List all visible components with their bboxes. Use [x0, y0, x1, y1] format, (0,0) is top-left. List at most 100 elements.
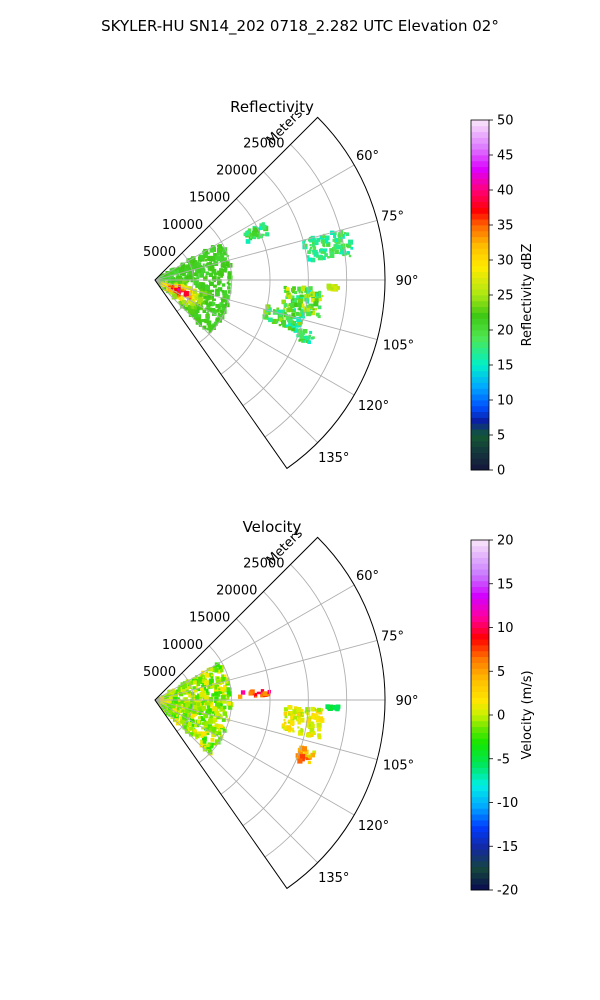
echo-cell — [176, 709, 181, 714]
echo-cell — [227, 286, 231, 290]
echo-cell — [194, 272, 199, 277]
colorbar-segment — [471, 732, 489, 739]
echo-cell — [290, 287, 295, 292]
echo-cell — [299, 717, 305, 723]
echo-cell — [217, 731, 222, 736]
echo-cell — [291, 312, 296, 317]
colorbar-segment — [471, 155, 489, 162]
echo-cell — [178, 294, 184, 300]
echo-cell — [207, 705, 210, 709]
echo-cell — [223, 684, 227, 689]
colorbar-tick-label: 0 — [497, 709, 505, 724]
echo-cell — [202, 736, 207, 742]
echo-cell — [169, 690, 173, 694]
echo-cell — [314, 293, 318, 297]
echo-cell — [209, 266, 215, 272]
echo-cell — [208, 292, 211, 295]
echo-cell — [318, 290, 322, 294]
echo-cell — [209, 309, 212, 312]
echo-cell — [247, 234, 250, 237]
echo-cell — [208, 697, 214, 702]
echo-cell — [209, 248, 215, 253]
colorbar-segment — [471, 586, 489, 593]
echo-cell — [341, 249, 347, 255]
colorbar-segment — [471, 149, 489, 156]
echo-cell — [300, 709, 304, 712]
echo-cell — [211, 720, 216, 724]
azimuth-gridline — [154, 164, 355, 281]
range-ring — [242, 591, 309, 826]
echo-cell — [348, 239, 354, 245]
echo-cell — [215, 712, 221, 718]
echo-cell — [312, 308, 315, 311]
echo-cell — [291, 308, 296, 313]
colorbar-segment — [471, 353, 489, 360]
echo-cell — [328, 705, 334, 711]
colorbar-segment — [471, 254, 489, 261]
echo-cell — [206, 745, 212, 751]
colorbar-segment — [471, 580, 489, 588]
colorbar-segment — [471, 866, 489, 873]
echo-cell — [281, 309, 286, 314]
echo-band — [238, 689, 272, 699]
echo-cell — [203, 745, 207, 749]
echo-cell — [309, 238, 313, 243]
echo-cell — [193, 705, 198, 710]
azimuth-tick-label: 75° — [381, 629, 404, 644]
echo-cell — [199, 303, 203, 307]
colorbar-segment — [471, 225, 489, 232]
echo-cell — [295, 757, 299, 761]
echo-cell — [187, 300, 192, 304]
echo-cell — [182, 687, 186, 691]
echo-cell — [298, 730, 303, 736]
echo-cell — [311, 721, 315, 725]
echo-cell — [262, 691, 268, 696]
echo-cell — [300, 729, 304, 733]
panel-reflectivity: Reflectivity 500010000150002000025000Met… — [143, 98, 535, 479]
echo-cell — [197, 706, 202, 711]
echo-cell — [240, 690, 246, 695]
echo-cell — [287, 705, 292, 710]
echo-cell — [265, 314, 269, 318]
colorbar-label: Velocity (m/s) — [520, 670, 535, 759]
echo-cell — [339, 238, 344, 243]
echo-cell — [298, 291, 301, 294]
echo-cell — [283, 721, 287, 725]
echo-cell — [308, 715, 311, 718]
echo-cell — [221, 674, 224, 678]
colorbar-segment — [471, 411, 489, 418]
azimuth-gridline — [154, 699, 318, 863]
echo-cell — [308, 286, 313, 291]
echo-cell — [317, 305, 322, 310]
echo-cell — [211, 732, 217, 738]
echo-cell — [226, 261, 230, 265]
echo-cell — [324, 235, 330, 241]
echo-cell — [165, 695, 170, 700]
echo-cell — [168, 279, 172, 283]
echo-cell — [194, 293, 199, 299]
echo-cell — [221, 717, 226, 722]
echo-cell — [219, 258, 225, 263]
echo-cell — [213, 246, 216, 250]
echo-cell — [214, 691, 219, 696]
echo-cell — [187, 286, 192, 290]
echo-cell — [321, 294, 324, 298]
sector-frame — [154, 536, 386, 890]
echo-cell — [227, 275, 233, 281]
echo-cell — [208, 667, 214, 672]
echo-cell — [212, 717, 218, 723]
echo-cell — [192, 694, 196, 698]
echo-cell — [281, 320, 287, 326]
range-tick-label: 15000 — [189, 191, 230, 206]
echo-cell — [225, 263, 229, 267]
colorbar-segment — [471, 621, 489, 628]
echo-cell — [303, 306, 307, 310]
azimuth-gridline — [154, 699, 355, 816]
echo-cell — [288, 719, 291, 722]
echo-cell — [188, 268, 194, 274]
echo-cell — [220, 262, 225, 266]
echo-cell — [220, 272, 224, 276]
echo-cell — [268, 312, 271, 315]
echo-cell — [294, 706, 298, 710]
echo-cell — [165, 699, 169, 703]
